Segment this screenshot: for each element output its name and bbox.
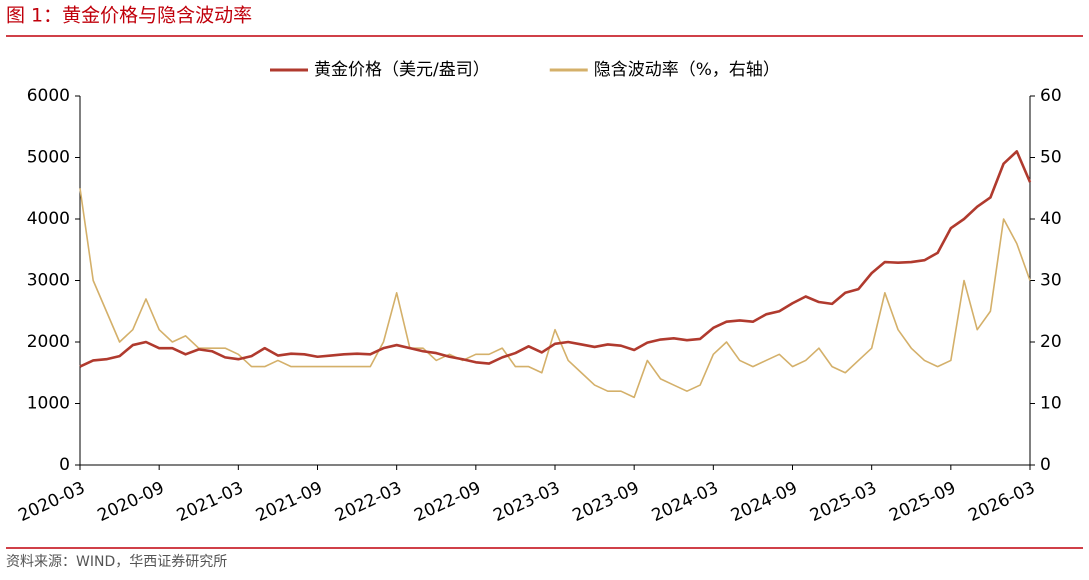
- series-line: [79, 188, 1031, 399]
- y-tick-label: 6000: [27, 86, 70, 106]
- x-tick-label: 2021-03: [174, 478, 247, 526]
- y-tick-label: 4000: [27, 209, 70, 229]
- y-tick-label: 0: [59, 455, 70, 475]
- x-tick-label: 2024-09: [728, 478, 801, 526]
- y2-tick-label: 60: [1040, 86, 1062, 106]
- x-tick-label: 2024-03: [649, 478, 722, 526]
- y2-tick-label: 0: [1040, 455, 1051, 475]
- series-line: [79, 150, 1032, 368]
- y-tick-label: 2000: [27, 332, 70, 352]
- x-tick-label: 2021-09: [253, 478, 326, 526]
- y2-tick-label: 30: [1040, 271, 1062, 291]
- x-tick-label: 2025-03: [807, 478, 880, 526]
- x-tick-label: 2023-03: [490, 478, 563, 526]
- legend-label: 黄金价格（美元/盎司）: [314, 60, 490, 80]
- x-tick-label: 2026-03: [965, 478, 1038, 526]
- x-tick-label: 2022-09: [411, 478, 484, 526]
- y-tick-label: 3000: [27, 271, 70, 291]
- y2-tick-label: 40: [1040, 209, 1062, 229]
- y-tick-label: 1000: [27, 394, 70, 414]
- x-tick-label: 2023-09: [570, 478, 643, 526]
- y2-tick-label: 10: [1040, 394, 1062, 414]
- legend-label: 隐含波动率（%，右轴）: [594, 60, 780, 80]
- chart-title: 图 1：黄金价格与隐含波动率: [6, 5, 252, 27]
- source: 资料来源：WIND，华西证券研究所: [6, 554, 227, 570]
- x-tick-label: 2022-03: [332, 478, 405, 526]
- y2-tick-label: 50: [1040, 148, 1062, 168]
- y2-tick-label: 20: [1040, 332, 1062, 352]
- x-tick-label: 2020-03: [15, 478, 88, 526]
- y-tick-label: 5000: [27, 148, 70, 168]
- x-tick-label: 2020-09: [95, 478, 168, 526]
- x-tick-label: 2025-09: [886, 478, 959, 526]
